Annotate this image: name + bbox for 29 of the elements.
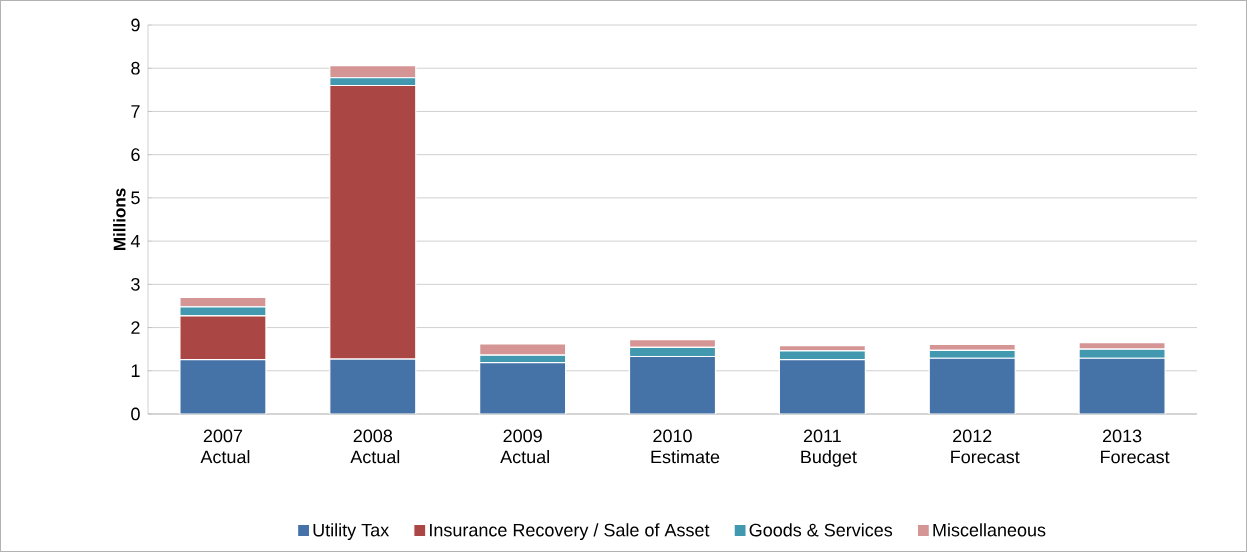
y-tick-label: 2 [131, 321, 140, 334]
y-tick-label: 4 [130, 234, 140, 248]
y-tick-label: 9 [131, 18, 140, 32]
bar [329, 358, 417, 414]
y-tick-label: 8 [131, 61, 140, 75]
legend-label: Miscellaneous [933, 523, 1046, 537]
legend-label: Utility Tax [313, 523, 390, 541]
bar [479, 361, 567, 414]
x-tick-label: 2011 Budget [801, 429, 857, 467]
bar [778, 358, 866, 414]
y-tick-label: 1 [131, 364, 140, 377]
y-axis-title: Millions [113, 188, 126, 250]
legend-label: Goods & Services [749, 523, 893, 537]
y-tick-label: 6 [131, 148, 140, 162]
x-tick-label: 2010 Estimate [651, 429, 720, 464]
bar [179, 358, 267, 414]
y-tick-label: 0 [131, 407, 140, 421]
bar [928, 357, 1016, 414]
x-tick-label: 2008 Actual [350, 429, 400, 464]
x-tick-label: 2009 Actual [500, 429, 549, 464]
x-tick-label: 2012 Forecast [951, 429, 1020, 464]
y-tick-label: 7 [131, 105, 140, 118]
bar [628, 355, 717, 414]
x-tick-label: 2007 Actual [200, 429, 250, 464]
y-tick-label: 5 [131, 191, 140, 205]
y-tick-label: 3 [131, 277, 140, 291]
legend-label: Insurance Recovery / Sale of Asset [430, 523, 710, 541]
bar [1078, 357, 1166, 414]
x-tick-label: 2013 Forecast [1101, 429, 1170, 464]
